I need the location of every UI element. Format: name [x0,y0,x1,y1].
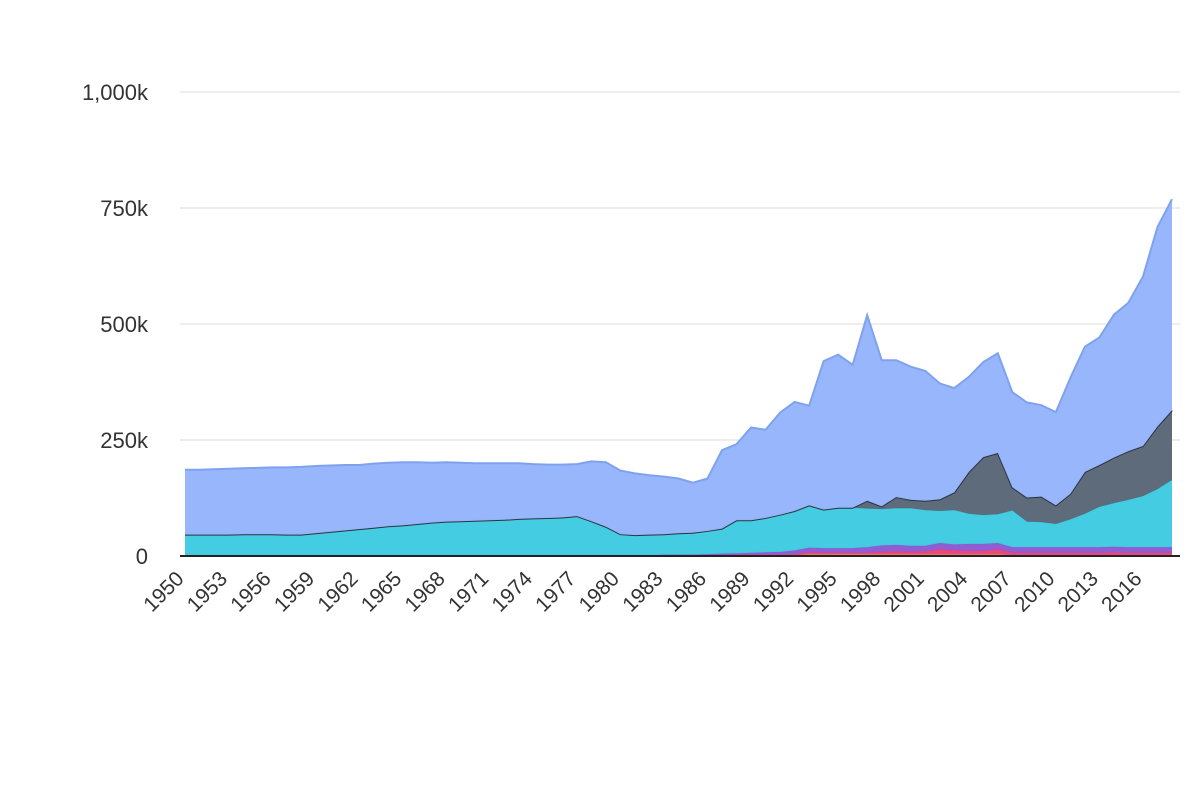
y-tick-label: 250k [100,428,149,453]
y-tick-label: 1,000k [82,80,149,105]
y-tick-label: 500k [100,312,149,337]
x-tick-label: 2016 [1097,567,1146,616]
area-series-2 [185,549,1172,556]
area-series-5 [185,410,1172,536]
area-series-6 [185,199,1172,536]
area-line-series-6 [185,198,1173,484]
gridlines [180,91,1180,441]
x-tick-label: 2001 [879,567,928,616]
x-tick-label: 1953 [183,567,232,616]
x-tick-label: 1959 [270,567,319,616]
x-tick-label: 2007 [967,567,1016,616]
x-tick-label: 1950 [139,567,188,616]
x-tick-label: 1977 [531,567,580,616]
x-tick-label: 1998 [836,567,885,616]
x-tick-label: 1974 [488,567,538,617]
x-tick-label: 1980 [575,567,624,616]
x-tick-label: 2004 [923,567,973,617]
x-tick-label: 1968 [401,567,450,616]
x-tick-label: 1971 [444,567,493,616]
x-tick-label: 2010 [1010,567,1059,616]
area-series-4 [185,479,1172,556]
x-tick-label: 1986 [662,567,711,616]
x-tick-label: 1992 [749,567,798,616]
x-tick-label: 1983 [618,567,667,616]
y-tick-label: 0 [136,544,148,569]
x-tick-label: 1989 [705,567,754,616]
x-tick-label: 1956 [226,567,275,616]
x-tick-label: 1962 [313,567,362,616]
area-series-group [185,198,1173,557]
x-tick-label: 2013 [1054,567,1103,616]
y-tick-label: 750k [100,196,149,221]
x-tick-label: 1965 [357,567,406,616]
x-tick-label: 1995 [792,567,841,616]
